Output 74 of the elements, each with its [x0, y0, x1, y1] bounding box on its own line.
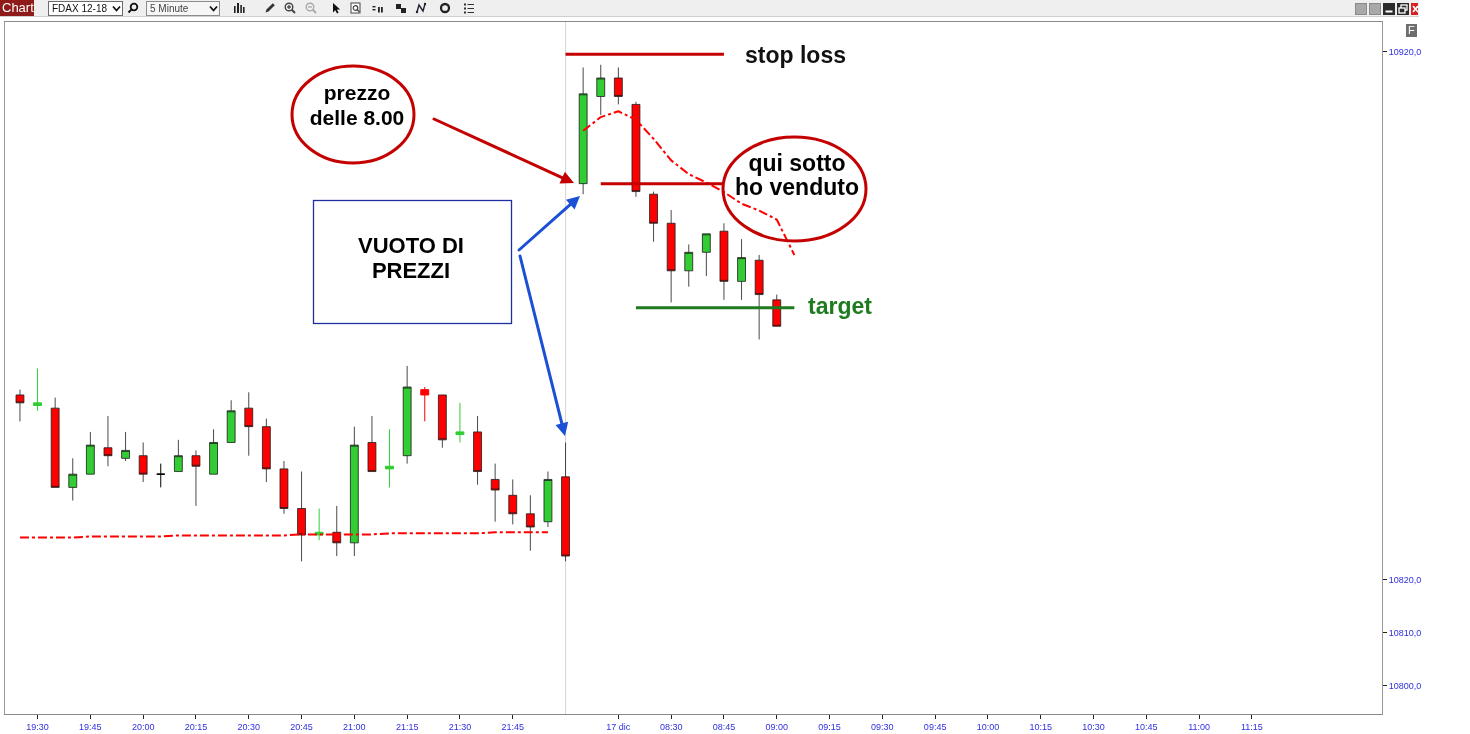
x-tick-label: 21:45 [501, 721, 525, 732]
x-tick-label: 08:45 [712, 721, 736, 732]
x-tick-label: 20:45 [290, 721, 313, 732]
candlestick [437, 394, 447, 449]
candlestick [209, 428, 218, 475]
x-tick-label: 20:00 [131, 721, 155, 732]
candlestick [473, 415, 482, 486]
dropdown-field: 5 Minute [146, 1, 220, 16]
candlestick [719, 222, 729, 301]
annotation: VUOTO DI PREZZI [357, 233, 465, 283]
x-tick-label: 20:15 [184, 721, 208, 732]
candlestick [349, 426, 359, 557]
candlestick [226, 399, 236, 443]
candlestick [613, 67, 623, 105]
candlestick [666, 209, 676, 303]
candlestick [754, 254, 764, 340]
candlestick [33, 368, 43, 412]
x-tick-label: 09:15 [818, 721, 841, 732]
dropdown-field: FDAX 12-18 [48, 1, 123, 16]
candlestick [50, 397, 60, 488]
candlestick [490, 463, 500, 523]
y-tick-label: 10920,0 [1388, 46, 1422, 57]
candlestick [385, 428, 395, 488]
x-tick-label: 20:30 [237, 721, 261, 732]
x-tick-label: 09:30 [871, 721, 894, 732]
x-tick-label: 10:30 [1082, 721, 1105, 732]
x-tick-label: 10:15 [1029, 721, 1053, 732]
candlestick [561, 442, 570, 562]
candlestick [86, 431, 95, 475]
y-tick-label: 10820,0 [1388, 574, 1422, 585]
candlestick [596, 64, 606, 116]
candlestick [15, 389, 25, 422]
annotation: target [808, 293, 873, 319]
tab: Chart [0, 0, 34, 16]
candlestick [420, 386, 430, 422]
x-tick-label: 21:30 [448, 721, 472, 732]
candlestick [174, 439, 183, 472]
y-tick-label: 10800,0 [1388, 680, 1422, 691]
candlestick [737, 238, 746, 301]
annotation: qui sotto ho venduto [734, 150, 860, 200]
candlestick [455, 402, 465, 443]
button: F [1406, 24, 1417, 37]
candlestick [121, 431, 130, 462]
x-tick-label: 11:00 [1188, 721, 1211, 732]
candlestick [367, 415, 377, 472]
x-tick-label: 10:45 [1135, 721, 1158, 732]
annotation: stop loss [745, 42, 846, 68]
candlestick [138, 442, 148, 483]
candlestick [68, 457, 78, 501]
x-tick-label: 10:00 [976, 721, 1000, 732]
candlestick [103, 415, 113, 467]
y-tick-label: 10810,0 [1388, 627, 1422, 638]
candlestick [244, 391, 254, 457]
annotation: prezzo delle 8.00 [308, 80, 406, 130]
candlestick [402, 365, 412, 465]
x-tick-label: 21:00 [343, 721, 366, 732]
x-tick-label: 19:45 [79, 721, 102, 732]
candlestick [279, 460, 289, 515]
x-tick-label: 19:30 [26, 721, 49, 732]
x-tick-label: 09:00 [765, 721, 789, 732]
candlestick [578, 67, 588, 195]
candlestick [508, 479, 518, 525]
candlestick [191, 450, 201, 507]
candlestick [701, 233, 711, 277]
x-tick-label: 08:30 [659, 721, 683, 732]
candlestick [649, 191, 658, 243]
x-tick-label: 17 dic [606, 721, 631, 732]
x-tick-label: 11:15 [1241, 721, 1263, 732]
candlestick [684, 243, 694, 288]
x-tick-label: 09:45 [923, 721, 947, 732]
x-tick-label: 21:15 [395, 721, 419, 732]
candlestick [156, 463, 166, 488]
candlestick [543, 471, 553, 528]
candlestick [262, 418, 271, 483]
